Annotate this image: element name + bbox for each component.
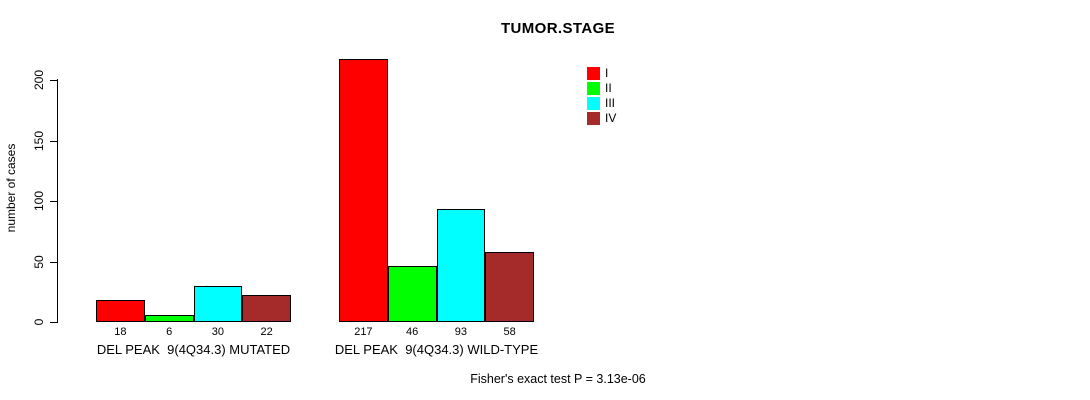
- bar-stage-I: [339, 59, 388, 322]
- legend-item-II: II: [587, 82, 657, 95]
- y-axis-label: number of cases: [4, 143, 18, 233]
- bar-stage-I: [96, 300, 145, 322]
- fisher-test-footnote: Fisher's exact test P = 3.13e-06: [470, 372, 646, 386]
- y-tick-label: 100: [32, 190, 46, 212]
- bar-stage-II: [388, 266, 437, 322]
- legend-label: II: [605, 81, 612, 95]
- y-axis-tick: [50, 322, 57, 323]
- y-tick-label: 150: [32, 130, 46, 152]
- legend-item-III: III: [587, 97, 657, 110]
- group-label: DEL PEAK 9(4Q34.3) MUTATED: [96, 342, 291, 357]
- bar-stage-III: [194, 286, 242, 322]
- y-axis-tick: [50, 262, 57, 263]
- y-axis-tick: [50, 201, 57, 202]
- y-tick-label: 50: [32, 255, 46, 269]
- legend: I II III IV: [587, 67, 657, 129]
- legend-item-IV: IV: [587, 112, 657, 125]
- legend-item-I: I: [587, 67, 657, 80]
- legend-swatch-II: [587, 82, 600, 95]
- chart-title: TUMOR.STAGE: [500, 20, 616, 37]
- legend-label: IV: [605, 111, 617, 125]
- bar-value-label: 46: [406, 326, 419, 338]
- legend-label: I: [605, 66, 609, 80]
- bar-stage-IV: [242, 295, 291, 322]
- legend-swatch-I: [587, 67, 600, 80]
- legend-swatch-III: [587, 97, 600, 110]
- y-axis-line: [57, 79, 58, 323]
- bar-value-label: 30: [211, 326, 224, 338]
- bar-value-label: 18: [114, 326, 127, 338]
- group-label: DEL PEAK 9(4Q34.3) WILD-TYPE: [334, 342, 539, 357]
- y-tick-label: 0: [32, 318, 46, 326]
- bar-value-label: 22: [260, 326, 273, 338]
- bar-value-label: 93: [454, 326, 467, 338]
- bar-stage-III: [437, 209, 485, 322]
- bar-stage-IV: [485, 252, 534, 322]
- y-axis-tick: [50, 80, 57, 81]
- bar-value-label: 217: [354, 326, 373, 338]
- bar-stage-II: [145, 315, 194, 322]
- legend-swatch-IV: [587, 112, 600, 125]
- y-tick-label: 200: [32, 69, 46, 91]
- y-axis-tick: [50, 141, 57, 142]
- bar-value-label: 58: [503, 326, 516, 338]
- bar-value-label: 6: [166, 326, 173, 338]
- legend-label: III: [605, 96, 616, 110]
